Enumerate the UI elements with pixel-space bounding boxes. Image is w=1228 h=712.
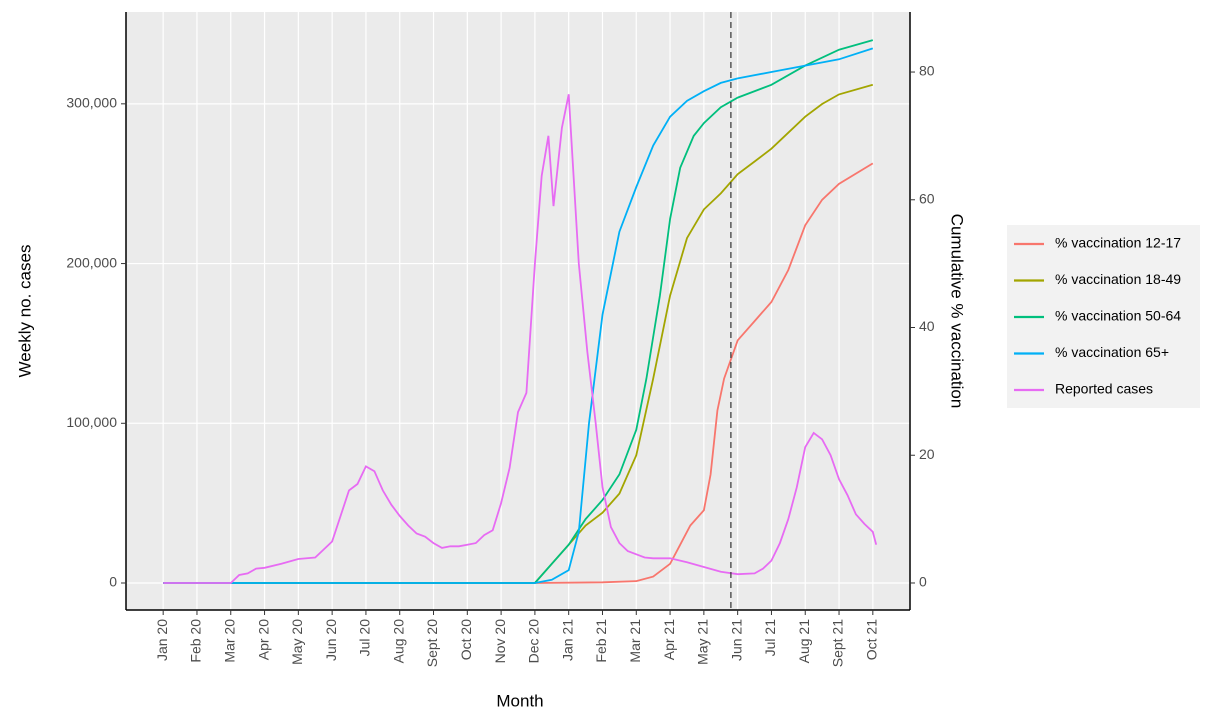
x-tick-label: Jan 21 [559,619,575,661]
y-tick-label: 0 [109,574,117,590]
y-tick-label: 200,000 [66,254,117,270]
series-line [163,83,874,584]
x-tick-label: Aug 20 [390,619,406,664]
x-tick-label: Apr 21 [661,619,677,660]
x-tick-label: Sept 21 [830,619,846,667]
x-tick-label: Mar 21 [627,619,643,663]
x-tick-label: Feb 20 [188,619,204,663]
y2-tick-label: 40 [919,318,935,334]
y2-tick-label: 80 [919,63,935,79]
x-tick-label: Oct 20 [458,619,474,660]
x-tick-label: Aug 21 [796,619,812,664]
x-tick-label: Dec 20 [526,619,542,664]
x-tick-label: May 21 [695,619,711,665]
y2-tick-label: 20 [919,446,935,462]
y2-tick-label: 60 [919,190,935,206]
x-tick-label: May 20 [289,619,305,665]
series-line [163,47,874,584]
legend-label: % vaccination 12-17 [1055,235,1181,251]
x-axis-title: Month [496,691,543,710]
x-tick-label: Jul 21 [762,619,778,657]
legend-label: % vaccination 50-64 [1055,308,1181,324]
x-tick-label: Jun 21 [728,619,744,661]
legend-label: % vaccination 65+ [1055,344,1169,360]
x-tick-label: Sept 20 [424,619,440,667]
legend-label: % vaccination 18-49 [1055,271,1181,287]
x-tick-label: Oct 21 [864,619,880,660]
x-tick-label: Apr 20 [255,619,271,660]
y-axis-title: Weekly no. cases [15,245,34,378]
y2-axis-title: Cumulative % vaccination [948,214,967,409]
y-tick-label: 300,000 [66,95,117,111]
series-line [163,94,878,584]
x-tick-label: Nov 20 [492,619,508,664]
series-line [163,39,874,584]
x-tick-label: Mar 20 [221,619,237,663]
x-tick-label: Jul 20 [357,619,373,657]
panel [126,12,910,610]
y-tick-label: 100,000 [66,414,117,430]
x-tick-label: Feb 21 [593,619,609,663]
x-tick-label: Jan 20 [154,619,170,661]
x-tick-label: Jun 20 [323,619,339,661]
y2-tick-label: 0 [919,574,927,590]
series-line [163,162,874,584]
legend-label: Reported cases [1055,381,1153,397]
